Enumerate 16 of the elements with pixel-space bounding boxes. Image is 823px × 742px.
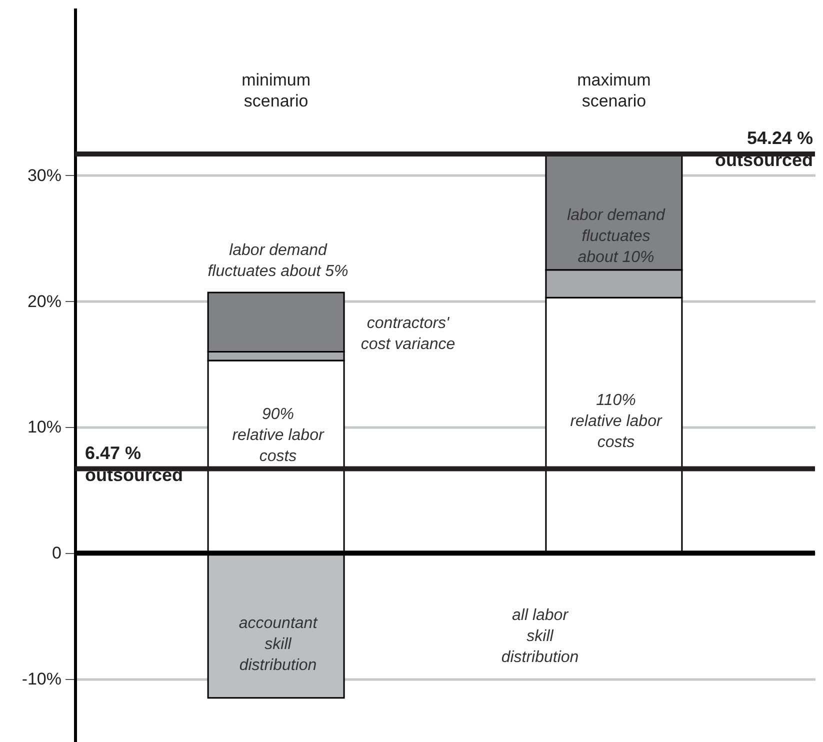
- annotation: accountant skill distribution: [238, 615, 318, 674]
- x-tick-label: maximum scenario: [577, 70, 651, 110]
- annotation: contractors' cost variance: [360, 315, 456, 353]
- ref-line-label: 54.24 % outsourced: [714, 128, 813, 170]
- annotation: all labor skill distribution: [501, 607, 579, 666]
- x-tick-label: minimum scenario: [242, 70, 311, 110]
- annotation: labor demand fluctuates about 10%: [567, 207, 666, 266]
- y-tick-label: 30%: [27, 166, 62, 185]
- annotation: labor demand fluctuates about 5%: [208, 242, 348, 280]
- y-tick-label: 0: [52, 544, 62, 563]
- annotation: 110% relative labor costs: [570, 392, 662, 451]
- y-tick-label: 20%: [27, 292, 62, 311]
- ref-line-label: 6.47 % outsourced: [85, 442, 184, 485]
- y-tick-label: 10%: [27, 418, 62, 437]
- annotation: 90% relative labor costs: [232, 406, 324, 465]
- y-tick-label: -10%: [22, 670, 62, 689]
